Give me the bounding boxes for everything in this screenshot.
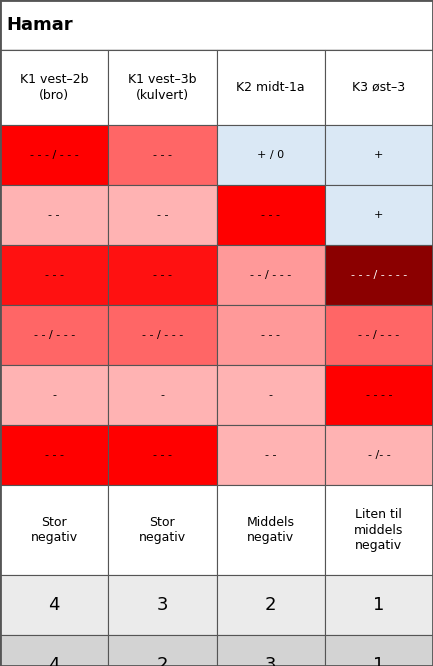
Text: - /- -: - /- -: [368, 450, 390, 460]
Bar: [108, 635, 216, 666]
Text: Stor
negativ: Stor negativ: [31, 515, 78, 545]
Bar: [325, 245, 433, 305]
Text: - - / - - -: - - / - - -: [33, 330, 75, 340]
Text: - - -: - - -: [45, 270, 64, 280]
Bar: [325, 185, 433, 245]
Text: - - / - - -: - - / - - -: [250, 270, 291, 280]
Bar: [0, 125, 108, 185]
Bar: [325, 635, 433, 666]
Bar: [216, 635, 325, 666]
Text: - -: - -: [48, 210, 60, 220]
Bar: [325, 485, 433, 575]
Text: 1: 1: [373, 656, 385, 666]
Text: +: +: [374, 210, 384, 220]
Bar: [108, 365, 216, 425]
Text: Liten til
middels
negativ: Liten til middels negativ: [354, 507, 404, 553]
Text: K1 vest–3b
(kulvert): K1 vest–3b (kulvert): [128, 73, 197, 102]
Bar: [325, 425, 433, 485]
Bar: [216, 485, 325, 575]
Bar: [108, 125, 216, 185]
Bar: [108, 245, 216, 305]
Text: - -: - -: [157, 210, 168, 220]
Text: - - -: - - -: [261, 210, 280, 220]
Text: - - -: - - -: [153, 150, 172, 160]
Bar: [325, 575, 433, 635]
Bar: [0, 425, 108, 485]
Text: + / 0: + / 0: [257, 150, 284, 160]
Text: -: -: [268, 390, 273, 400]
Bar: [216, 245, 325, 305]
Bar: [0, 305, 108, 365]
Bar: [325, 365, 433, 425]
Text: - - - / - - - -: - - - / - - - -: [351, 270, 407, 280]
Text: - - -: - - -: [45, 450, 64, 460]
Text: K1 vest–2b
(bro): K1 vest–2b (bro): [20, 73, 88, 102]
Bar: [216, 185, 325, 245]
Bar: [325, 50, 433, 125]
Text: - - -: - - -: [261, 330, 280, 340]
Text: Middels
negativ: Middels negativ: [247, 515, 294, 545]
Bar: [325, 125, 433, 185]
Text: Hamar: Hamar: [6, 16, 73, 34]
Bar: [0, 365, 108, 425]
Text: - - -: - - -: [153, 450, 172, 460]
Bar: [0, 245, 108, 305]
Bar: [0, 50, 108, 125]
Text: Stor
negativ: Stor negativ: [139, 515, 186, 545]
Bar: [0, 575, 108, 635]
Bar: [216, 425, 325, 485]
Text: K2 midt-1a: K2 midt-1a: [236, 81, 305, 94]
Bar: [108, 305, 216, 365]
Text: - - -: - - -: [153, 270, 172, 280]
Bar: [0, 485, 108, 575]
Bar: [216, 50, 325, 125]
Text: - - - / - - -: - - - / - - -: [30, 150, 78, 160]
Text: - - / - - -: - - / - - -: [358, 330, 400, 340]
Text: 2: 2: [157, 656, 168, 666]
Text: K3 øst–3: K3 øst–3: [352, 81, 405, 94]
Text: 3: 3: [265, 656, 276, 666]
Bar: [0, 635, 108, 666]
Bar: [108, 50, 216, 125]
Text: 3: 3: [157, 596, 168, 614]
Bar: [108, 185, 216, 245]
Text: -: -: [52, 390, 56, 400]
Text: 1: 1: [373, 596, 385, 614]
Bar: [108, 485, 216, 575]
Text: - -: - -: [265, 450, 276, 460]
Bar: [216, 365, 325, 425]
Bar: [108, 575, 216, 635]
Text: 4: 4: [48, 656, 60, 666]
Text: - - - -: - - - -: [365, 390, 392, 400]
Bar: [216, 305, 325, 365]
Text: -: -: [160, 390, 165, 400]
Bar: [216, 575, 325, 635]
Bar: [325, 305, 433, 365]
Bar: [216, 125, 325, 185]
Text: 2: 2: [265, 596, 276, 614]
Text: - - / - - -: - - / - - -: [142, 330, 183, 340]
Text: 4: 4: [48, 596, 60, 614]
Text: +: +: [374, 150, 384, 160]
Bar: [108, 425, 216, 485]
Bar: [0, 185, 108, 245]
Bar: [0, 0, 433, 50]
